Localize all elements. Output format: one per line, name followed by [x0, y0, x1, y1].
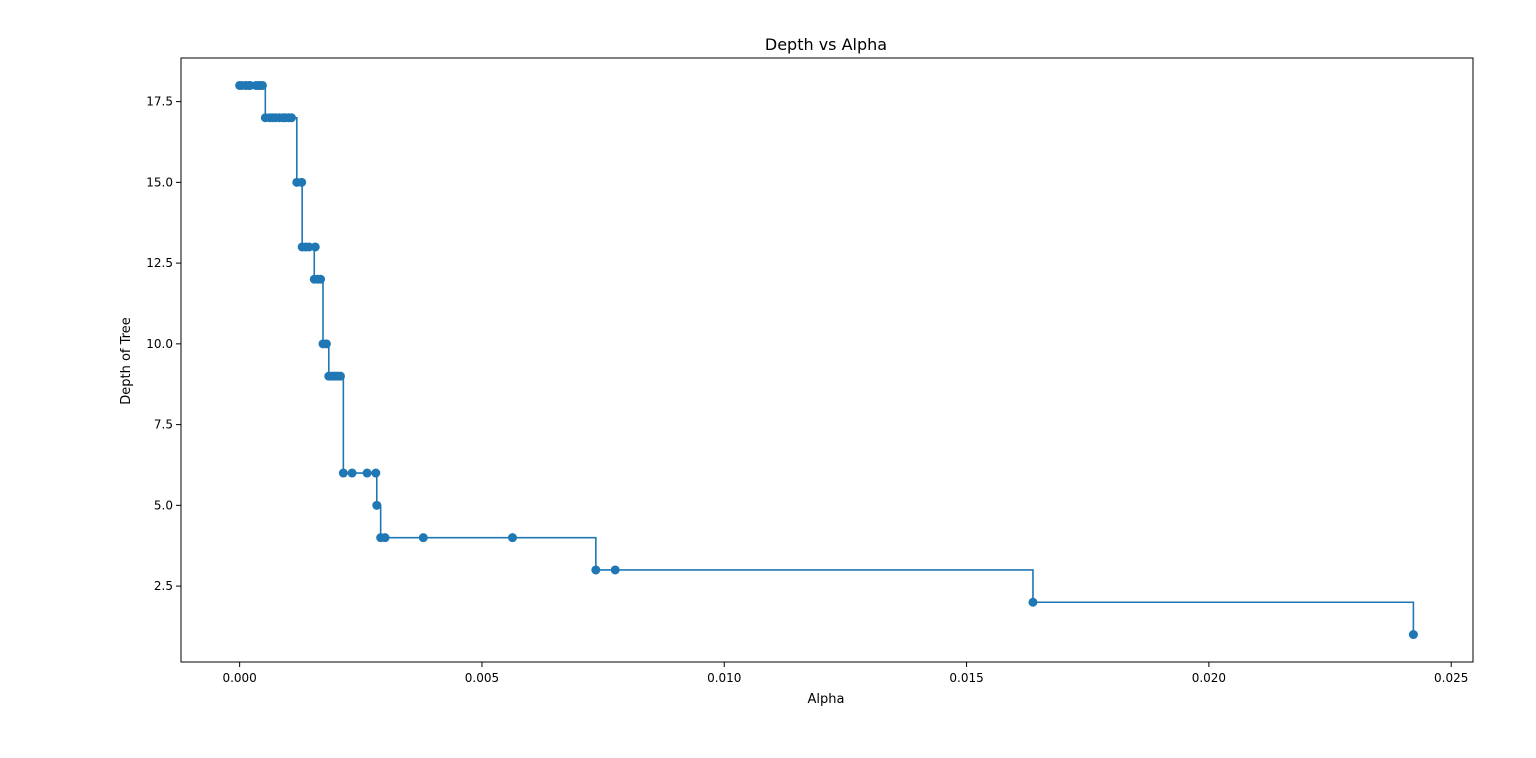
- x-tick-label: 0.025: [1434, 671, 1468, 685]
- y-tick-label: 2.5: [154, 579, 173, 593]
- series-markers: [235, 80, 1418, 640]
- x-tick-label: 0.020: [1192, 671, 1226, 685]
- chart-title: Depth vs Alpha: [765, 35, 887, 54]
- data-point-marker: [418, 533, 428, 543]
- y-axis: 2.5 5.0 7.5 10.0 12.5 15.0 17.5: [146, 95, 181, 593]
- data-point-marker: [1028, 597, 1038, 607]
- data-point-marker: [335, 371, 345, 381]
- data-point-marker: [380, 533, 390, 543]
- y-tick-label: 5.0: [154, 498, 173, 512]
- y-tick-label: 12.5: [146, 256, 173, 270]
- data-point-marker: [304, 242, 314, 252]
- data-point-marker: [347, 468, 357, 478]
- data-point-marker: [371, 468, 381, 478]
- series-step-line: [239, 84, 1415, 635]
- x-axis: 0.000 0.005 0.010 0.015 0.020 0.025: [222, 662, 1468, 685]
- y-tick-label: 10.0: [146, 337, 173, 351]
- data-point-marker: [321, 339, 331, 349]
- x-tick-label: 0.000: [222, 671, 256, 685]
- data-point-marker: [297, 177, 307, 187]
- plot-area-frame: [180, 57, 1474, 663]
- x-tick-label: 0.010: [707, 671, 741, 685]
- data-point-marker: [1408, 630, 1418, 640]
- data-point-marker: [310, 242, 320, 252]
- data-point-marker: [316, 274, 326, 284]
- x-axis-label: Alpha: [808, 692, 845, 707]
- y-tick-label: 7.5: [154, 418, 173, 432]
- data-point-marker: [610, 565, 620, 575]
- data-point-marker: [372, 500, 382, 510]
- data-point-marker: [257, 80, 267, 90]
- x-tick-label: 0.015: [949, 671, 983, 685]
- data-point-marker: [362, 468, 372, 478]
- data-point-marker: [591, 565, 601, 575]
- data-point-marker: [286, 113, 296, 123]
- data-point-marker: [507, 533, 517, 543]
- data-point-marker: [338, 468, 348, 478]
- y-tick-label: 15.0: [146, 175, 173, 189]
- y-tick-label: 17.5: [146, 95, 173, 109]
- y-axis-label: Depth of Tree: [119, 317, 134, 404]
- x-tick-label: 0.005: [465, 671, 499, 685]
